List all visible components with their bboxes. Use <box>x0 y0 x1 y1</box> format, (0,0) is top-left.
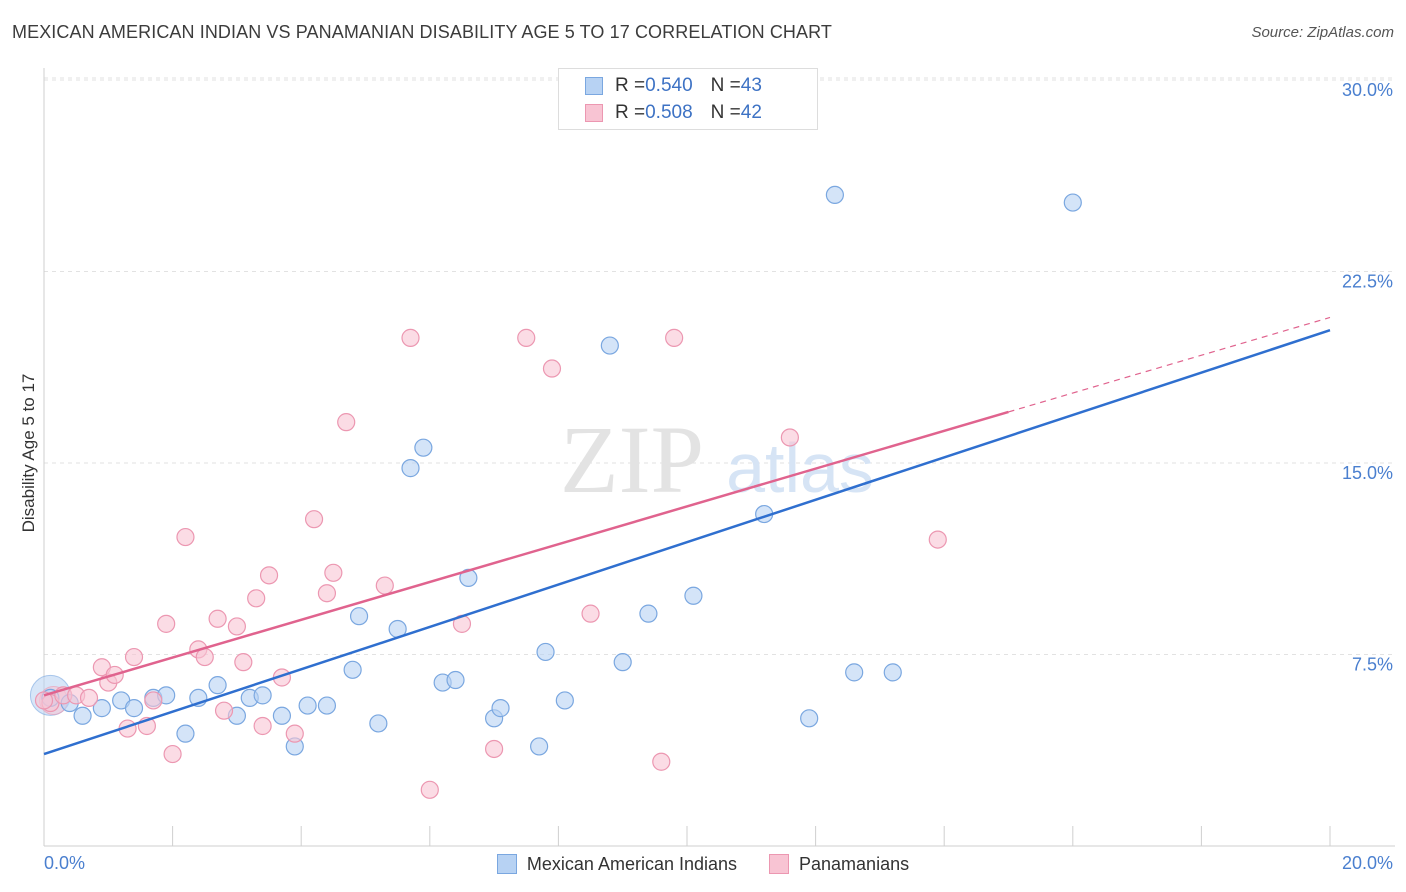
point-panamanian-28 <box>337 413 356 432</box>
point-mexican-american-indian-39 <box>825 185 844 204</box>
point-mexican-american-indian-22 <box>401 459 420 478</box>
series-legend: Mexican American Indians Panamanians <box>0 852 1406 876</box>
y-tick-label-2: 22.5% <box>1342 272 1393 292</box>
legend-swatch-pink <box>769 854 790 874</box>
point-panamanian-3 <box>79 688 99 708</box>
legend-swatch-blue <box>496 854 517 874</box>
point-mexican-american-indian-30 <box>536 642 555 662</box>
point-panamanian-24 <box>285 724 304 743</box>
point-mexican-american-indian-8 <box>176 724 195 743</box>
point-panamanian-22 <box>259 566 279 585</box>
point-mexican-american-indian-23 <box>414 438 433 457</box>
point-mexican-american-indian-33 <box>613 653 632 672</box>
n-label-2: N = <box>710 102 741 123</box>
point-mexican-american-indian-42 <box>1063 193 1082 212</box>
point-mexican-american-indian-5 <box>124 699 144 718</box>
point-panamanian-20 <box>247 589 266 608</box>
point-mexican-american-indian-36 <box>684 586 703 605</box>
point-mexican-american-indian-31 <box>555 691 574 710</box>
point-panamanian-29 <box>375 576 394 595</box>
x-tick-label-0: 0.0% <box>44 853 85 873</box>
y-tick-label-0: 7.5% <box>1352 655 1393 675</box>
point-panamanian-21 <box>253 716 272 736</box>
r-value-1: 0.540 <box>645 75 693 96</box>
r-label-1: R = <box>615 75 646 96</box>
r-label-2: R = <box>615 102 646 123</box>
point-panamanian-33 <box>485 739 504 759</box>
trend-line-panamanians <box>43 410 1009 697</box>
y-tick-label-3: 30.0% <box>1342 80 1393 100</box>
point-panamanian-26 <box>317 584 337 603</box>
point-panamanian-39 <box>780 428 799 447</box>
stats-legend-row-2: R = 0.508 N = 42 <box>585 101 762 125</box>
chart-title: MEXICAN AMERICAN INDIAN VS PANAMANIAN DI… <box>12 22 832 42</box>
point-mexican-american-indian-29 <box>530 737 549 756</box>
point-mexican-american-indian-40 <box>845 663 864 682</box>
point-panamanian-36 <box>581 604 600 623</box>
point-mexican-american-indian-19 <box>349 607 369 626</box>
stats-legend-row-1: R = 0.540 N = 43 <box>585 74 762 98</box>
y-tick-label-1: 15.0% <box>1342 463 1393 483</box>
point-panamanian-30 <box>401 328 420 347</box>
n-value-2: 42 <box>740 102 762 123</box>
point-panamanian-25 <box>304 510 324 529</box>
watermark-zip: ZIP <box>560 406 704 513</box>
point-mexican-american-indian-20 <box>369 714 388 733</box>
y-axis-label: Disability Age 5 to 17 <box>19 374 38 533</box>
legend-label-2: Panamanians <box>799 853 910 874</box>
point-panamanian-31 <box>420 780 439 799</box>
point-panamanian-11 <box>157 614 176 633</box>
point-mexican-american-indian-32 <box>600 336 619 355</box>
point-panamanian-37 <box>652 752 671 771</box>
point-panamanian-10 <box>144 691 163 710</box>
point-mexican-american-indian-13 <box>253 686 272 705</box>
point-panamanian-40 <box>928 530 947 549</box>
point-panamanian-18 <box>227 617 246 636</box>
point-mexican-american-indian-18 <box>343 660 362 679</box>
point-mexican-american-indian-14 <box>272 706 292 725</box>
point-mexican-american-indian-3 <box>92 699 111 718</box>
r-value-2: 0.508 <box>645 102 693 123</box>
n-label-1: N = <box>710 75 741 96</box>
point-panamanian-13 <box>176 527 195 547</box>
legend-label-1: Mexican American Indians <box>526 853 738 874</box>
point-mexican-american-indian-17 <box>317 696 337 715</box>
legend-item-panamanians: Panamanians <box>769 854 909 875</box>
series1-swatch <box>585 77 603 95</box>
point-mexican-american-indian-16 <box>298 696 317 715</box>
point-mexican-american-indian-34 <box>639 604 658 623</box>
source-credit: Source: ZipAtlas.com <box>1251 24 1394 41</box>
point-panamanian-8 <box>124 647 144 667</box>
point-panamanian-17 <box>214 701 234 720</box>
point-panamanian-19 <box>234 653 253 672</box>
x-tick-label-1: 20.0% <box>1342 853 1393 873</box>
point-panamanian-41 <box>34 691 54 710</box>
point-panamanian-38 <box>665 328 684 347</box>
watermark-atlas: atlas <box>726 429 874 507</box>
point-mexican-american-indian-10 <box>208 676 227 695</box>
stats-legend: R = 0.540 N = 43 R = 0.508 N = 42 <box>558 68 818 130</box>
point-mexican-american-indian-28 <box>491 699 510 718</box>
legend-item-mexican-american-indians: Mexican American Indians <box>496 853 738 875</box>
point-mexican-american-indian-25 <box>446 670 465 690</box>
point-mexican-american-indian-2 <box>73 706 92 725</box>
point-panamanian-16 <box>208 609 227 628</box>
point-panamanian-35 <box>542 359 562 378</box>
point-mexican-american-indian-41 <box>883 663 902 682</box>
point-panamanian-34 <box>517 328 536 347</box>
trend-line-panamanians-extension <box>1008 316 1331 413</box>
point-panamanian-12 <box>163 744 182 764</box>
trend-line-mexican-american-indians <box>43 329 1331 756</box>
n-value-1: 43 <box>740 75 762 96</box>
point-panamanian-27 <box>324 563 343 582</box>
series2-swatch <box>585 104 603 122</box>
point-mexican-american-indian-38 <box>800 709 819 728</box>
